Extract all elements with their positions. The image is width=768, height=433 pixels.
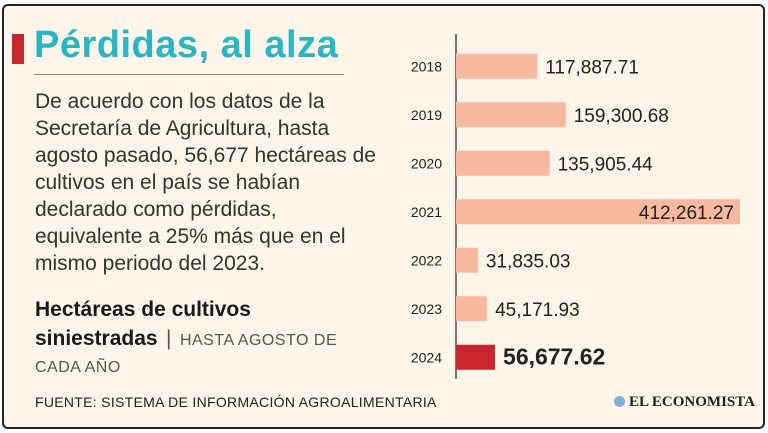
value-label-2020: 135,905.44 — [558, 154, 654, 175]
year-label-2019: 2019 — [411, 107, 442, 123]
brand-logo: EL ECONOMISTA — [614, 394, 755, 411]
chart-subtitle-main: Hectáreas de cultivos siniestradas — [35, 298, 251, 350]
year-label-2018: 2018 — [411, 58, 442, 74]
value-label-2022: 31,835.03 — [486, 251, 571, 272]
bar-2019 — [456, 102, 566, 128]
bar-2018 — [456, 53, 538, 79]
source-note: FUENTE: SISTEMA DE INFORMACIÓN AGROALIME… — [35, 394, 437, 410]
year-label-2023: 2023 — [411, 301, 442, 317]
bar-2024 — [456, 344, 496, 370]
value-label-2024: 56,677.62 — [503, 343, 605, 369]
year-label-2022: 2022 — [411, 252, 442, 268]
bar-2022 — [456, 247, 478, 273]
description-text: De acuerdo con los datos de la Secretarí… — [35, 90, 376, 275]
value-label-2023: 45,171.93 — [495, 300, 580, 321]
bar-2021 — [456, 199, 740, 225]
value-label-2019: 159,300.68 — [574, 106, 669, 127]
brand-globe-icon — [614, 396, 625, 407]
year-label-2021: 2021 — [411, 204, 442, 220]
year-label-2020: 2020 — [411, 155, 442, 171]
chart-subtitle: Hectáreas de cultivos siniestradas | HAS… — [35, 296, 375, 381]
brand-name: EL ECONOMISTA — [629, 394, 755, 410]
page-title: Pérdidas, al alza — [34, 24, 339, 66]
bar-chart: 2018 117,887.71 2019 159,300.68 2020 135,905.… — [411, 34, 740, 379]
chart-subtitle-separator: | — [166, 327, 172, 350]
title-accent-bar — [12, 34, 24, 64]
value-label-2021: 412,261.27 — [639, 203, 734, 224]
infographic-card: Pérdidas, al alza De acuerdo con los dat… — [2, 4, 765, 429]
value-label-2018: 117,887.71 — [545, 57, 639, 78]
title-divider — [34, 74, 344, 75]
chart-subtitle-qualifier: HASTA AGOSTO DE CADA AÑO — [35, 332, 338, 376]
year-label-2024: 2024 — [411, 349, 442, 365]
bar-2020 — [456, 150, 550, 176]
bar-2023 — [456, 296, 488, 322]
